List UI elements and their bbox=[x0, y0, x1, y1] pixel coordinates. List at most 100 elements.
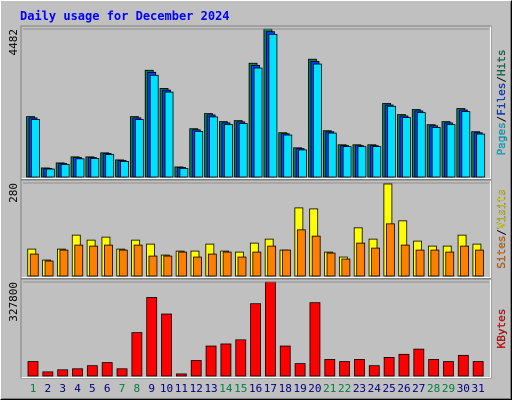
x-tick-label: 5 bbox=[89, 382, 96, 395]
bar bbox=[413, 348, 425, 377]
legend: Sites/Visits bbox=[495, 189, 508, 269]
bar bbox=[193, 256, 202, 277]
bar bbox=[131, 332, 143, 377]
bar bbox=[431, 127, 441, 178]
bar bbox=[387, 105, 397, 178]
panel-highlight bbox=[21, 180, 491, 278]
x-tick-label: 18 bbox=[279, 382, 292, 395]
bar bbox=[327, 132, 337, 178]
bar bbox=[60, 164, 70, 178]
bar bbox=[45, 168, 55, 178]
x-tick-label: 16 bbox=[249, 382, 262, 395]
bar bbox=[238, 123, 248, 178]
x-tick-label: 10 bbox=[160, 382, 173, 395]
bar bbox=[179, 168, 189, 178]
y-tick-label: 327800 bbox=[7, 282, 20, 322]
x-tick-label: 3 bbox=[59, 382, 66, 395]
bar bbox=[120, 161, 129, 178]
x-tick-label: 27 bbox=[412, 382, 425, 395]
bar bbox=[178, 251, 188, 277]
legend: KBytes bbox=[495, 309, 508, 349]
bar bbox=[402, 117, 411, 178]
x-tick-label: 1 bbox=[30, 382, 37, 395]
bar bbox=[237, 256, 247, 277]
bar bbox=[339, 361, 351, 377]
bar bbox=[457, 354, 469, 377]
bar bbox=[356, 242, 366, 277]
x-tick-label: 13 bbox=[204, 382, 217, 395]
bar bbox=[105, 154, 115, 178]
bar bbox=[357, 146, 367, 178]
bar bbox=[89, 245, 99, 277]
bar bbox=[104, 244, 113, 277]
bar bbox=[461, 111, 471, 178]
x-tick-label: 20 bbox=[308, 382, 321, 395]
legend-entry: Sites bbox=[495, 236, 508, 269]
x-tick-label: 4 bbox=[74, 382, 81, 395]
bar bbox=[267, 245, 277, 277]
x-tick-label: 21 bbox=[323, 382, 336, 395]
bar bbox=[341, 258, 351, 277]
bar bbox=[309, 302, 321, 377]
bar bbox=[398, 353, 410, 377]
bar bbox=[42, 371, 54, 377]
bar bbox=[74, 244, 84, 277]
bar bbox=[326, 252, 336, 277]
x-tick-label: 24 bbox=[368, 382, 382, 395]
bar bbox=[296, 229, 306, 277]
bar bbox=[371, 247, 380, 277]
bar bbox=[90, 158, 100, 178]
x-tick-label: 6 bbox=[104, 382, 111, 395]
bar bbox=[324, 359, 336, 377]
bar bbox=[268, 33, 278, 178]
bar bbox=[443, 361, 454, 377]
legend: Pages/Files/Hits bbox=[495, 50, 508, 156]
y-tick-label: 4482 bbox=[7, 29, 20, 56]
bar bbox=[31, 119, 40, 178]
bar bbox=[472, 361, 484, 377]
bar bbox=[252, 251, 262, 277]
bar bbox=[342, 146, 352, 178]
bar bbox=[59, 249, 69, 277]
x-tick-label: 23 bbox=[353, 382, 366, 395]
bar bbox=[265, 281, 276, 377]
bar bbox=[86, 365, 98, 377]
legend-separator: / bbox=[495, 229, 508, 236]
x-tick-label: 14 bbox=[219, 382, 233, 395]
bar bbox=[416, 112, 426, 178]
bar bbox=[294, 363, 306, 377]
bar bbox=[161, 313, 172, 377]
bar bbox=[220, 343, 232, 377]
bar bbox=[163, 255, 173, 277]
legend-entry: Files bbox=[495, 83, 508, 116]
bar bbox=[460, 245, 469, 277]
chart-title: Daily usage for December 2024 bbox=[20, 9, 230, 23]
bar bbox=[149, 74, 159, 178]
bar bbox=[164, 91, 174, 178]
x-tick-label: 19 bbox=[293, 382, 306, 395]
x-tick-label: 8 bbox=[134, 382, 141, 395]
x-tick-label: 31 bbox=[472, 382, 485, 395]
y-tick-label: 280 bbox=[7, 183, 20, 203]
bar bbox=[283, 134, 293, 178]
bar bbox=[235, 339, 247, 377]
bar bbox=[313, 63, 322, 178]
panel-highlight bbox=[21, 26, 491, 179]
legend-entry: Pages bbox=[495, 122, 508, 155]
x-tick-label: 26 bbox=[397, 382, 410, 395]
bar bbox=[354, 359, 365, 377]
bar bbox=[190, 360, 202, 377]
legend-entry: KBytes bbox=[495, 309, 508, 349]
bar bbox=[146, 297, 158, 377]
legend-separator: / bbox=[495, 76, 508, 83]
bar bbox=[385, 223, 395, 277]
x-tick-label: 17 bbox=[264, 382, 277, 395]
bar bbox=[476, 133, 486, 178]
bar bbox=[207, 253, 217, 277]
bar bbox=[27, 361, 39, 377]
bar bbox=[279, 345, 291, 377]
x-tick-label: 15 bbox=[234, 382, 247, 395]
bar bbox=[72, 368, 83, 377]
